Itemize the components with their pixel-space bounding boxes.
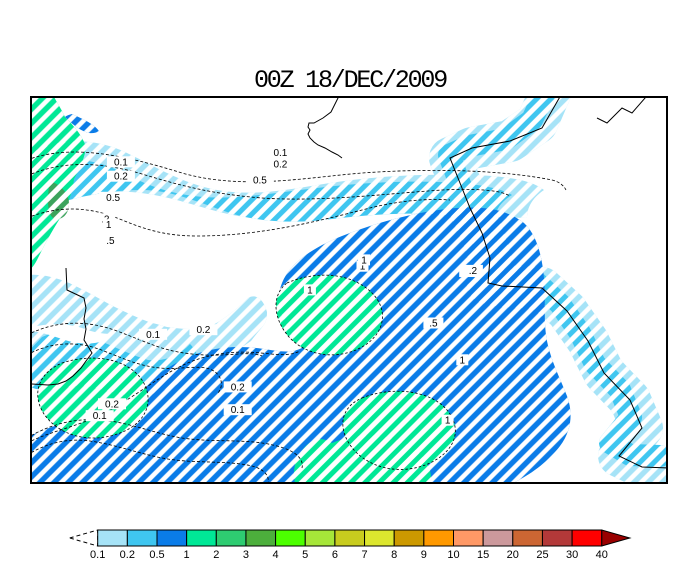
svg-text:0.5: 0.5: [149, 549, 164, 560]
svg-text:7: 7: [361, 549, 367, 560]
svg-text:40: 40: [596, 549, 608, 560]
svg-text:1: 1: [361, 255, 367, 266]
svg-text:0.1: 0.1: [273, 148, 287, 159]
svg-text:0.1: 0.1: [93, 411, 107, 422]
svg-text:25: 25: [536, 549, 548, 560]
svg-text:0.1: 0.1: [114, 157, 128, 168]
svg-text:5: 5: [302, 549, 308, 560]
svg-text:.5: .5: [106, 236, 115, 247]
svg-text:0.1: 0.1: [146, 330, 160, 341]
svg-text:15: 15: [477, 549, 489, 560]
svg-text:1: 1: [106, 220, 112, 231]
svg-text:0.5: 0.5: [106, 193, 120, 204]
svg-text:1: 1: [307, 285, 313, 296]
svg-text:1: 1: [460, 355, 466, 366]
svg-text:0.2: 0.2: [120, 549, 135, 560]
svg-text:0.1: 0.1: [90, 549, 105, 560]
svg-text:0.2: 0.2: [231, 382, 245, 393]
svg-text:0.2: 0.2: [105, 399, 119, 410]
svg-text:3: 3: [243, 549, 249, 560]
svg-text:20: 20: [507, 549, 519, 560]
svg-text:0.5: 0.5: [253, 176, 267, 187]
svg-text:0.1: 0.1: [231, 405, 245, 416]
svg-text:0.2: 0.2: [273, 159, 287, 170]
svg-text:2: 2: [213, 549, 219, 560]
svg-text:1: 1: [445, 416, 451, 427]
svg-text:10: 10: [447, 549, 459, 560]
svg-text:0.2: 0.2: [196, 325, 210, 336]
svg-text:1: 1: [184, 549, 190, 560]
svg-text:9: 9: [421, 549, 427, 560]
svg-text:8: 8: [391, 549, 397, 560]
svg-text:30: 30: [566, 549, 578, 560]
svg-text:.2: .2: [469, 266, 478, 277]
svg-text:4: 4: [273, 549, 279, 560]
svg-text:0.2: 0.2: [114, 172, 128, 183]
svg-text:.5: .5: [429, 319, 438, 330]
svg-text:6: 6: [332, 549, 338, 560]
